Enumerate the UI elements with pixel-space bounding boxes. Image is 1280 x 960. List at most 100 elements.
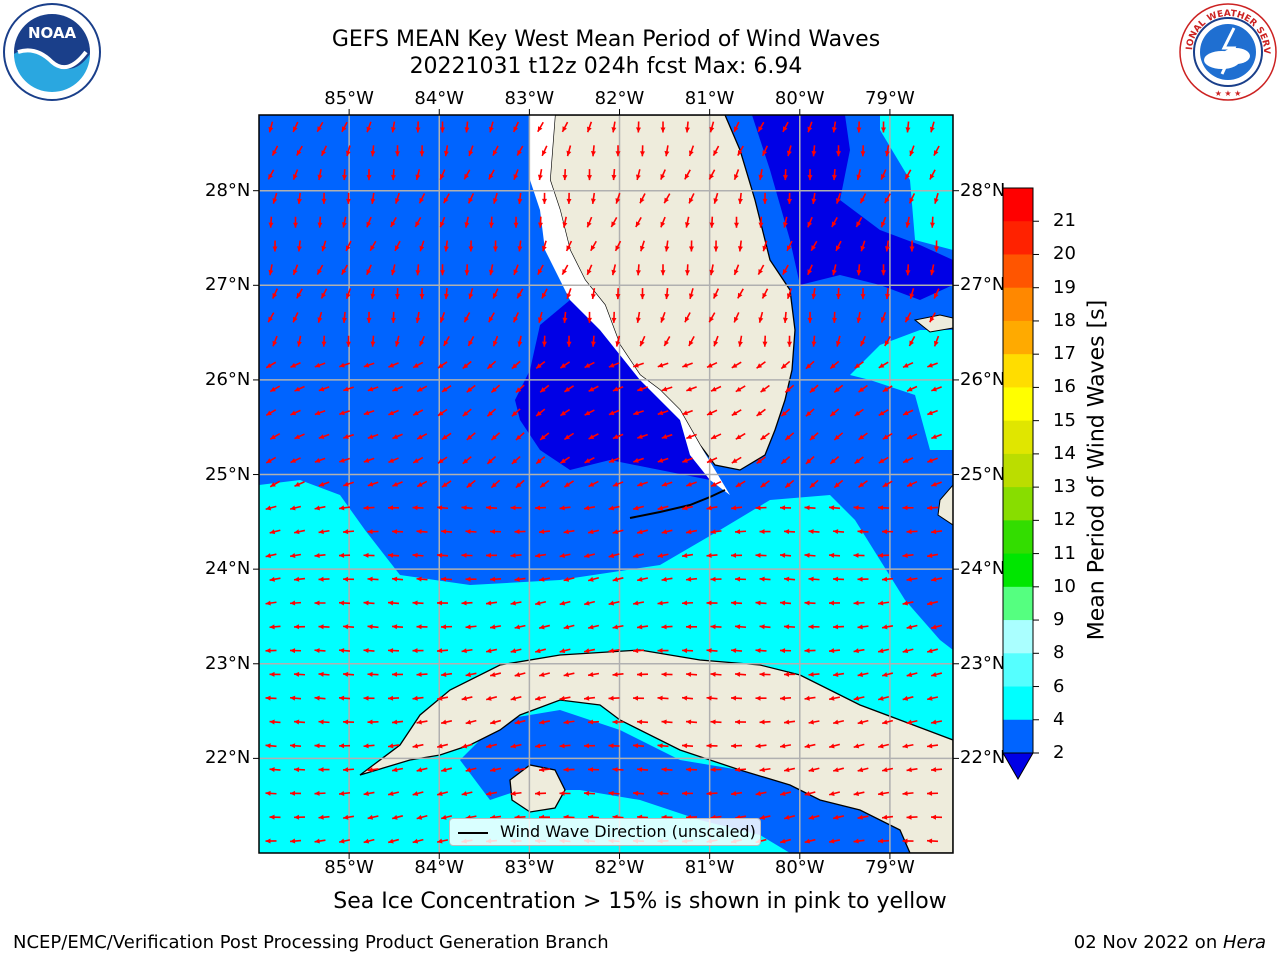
wave-direction-arrow — [608, 362, 620, 368]
wave-direction-arrow — [419, 288, 425, 300]
wave-direction-arrow — [636, 529, 649, 535]
wave-direction-arrow — [686, 433, 697, 440]
wave-direction-arrow — [661, 576, 673, 582]
wave-direction-arrow — [565, 240, 573, 252]
wave-direction-arrow — [289, 695, 302, 701]
wave-direction-arrow — [906, 480, 918, 488]
wave-direction-arrow — [537, 311, 543, 323]
wave-direction-arrow — [685, 576, 698, 582]
colorbar-tick-label: 21 — [1053, 210, 1076, 232]
wave-direction-arrow — [314, 409, 326, 416]
wave-direction-arrow — [737, 335, 743, 347]
wave-direction-arrow — [463, 169, 471, 180]
wave-direction-arrow — [737, 288, 744, 299]
wave-direction-arrow — [412, 743, 424, 749]
wave-direction-arrow — [783, 719, 796, 725]
wave-direction-arrow — [737, 240, 743, 252]
wave-direction-arrow — [296, 192, 302, 204]
wave-direction-arrow — [314, 552, 326, 558]
colorbar-tick-label: 4 — [1053, 708, 1065, 730]
wave-direction-arrow — [832, 719, 845, 725]
wave-direction-arrow — [559, 361, 571, 369]
wave-direction-arrow — [686, 386, 697, 392]
wave-direction-arrow — [706, 552, 718, 558]
wave-direction-arrow — [563, 576, 575, 582]
wave-direction-arrow — [731, 456, 742, 464]
wave-direction-arrow — [584, 409, 595, 416]
wave-direction-arrow — [755, 552, 767, 558]
wave-direction-arrow — [318, 814, 330, 820]
lon-label: 85°W — [324, 857, 374, 878]
wave-direction-arrow — [489, 672, 502, 677]
wave-direction-arrow — [318, 529, 330, 535]
wave-direction-arrow — [808, 671, 820, 677]
wave-direction-arrow — [416, 576, 428, 582]
wave-direction-arrow — [635, 311, 641, 323]
wave-direction-arrow — [756, 456, 766, 465]
wave-direction-arrow — [443, 145, 449, 157]
wave-direction-arrow — [461, 505, 473, 511]
wave-direction-arrow — [390, 311, 396, 323]
wave-direction-arrow — [633, 362, 644, 368]
wave-direction-arrow — [294, 433, 305, 440]
wave-direction-arrow — [757, 264, 765, 276]
lon-label: 83°W — [504, 88, 555, 109]
wave-direction-arrow — [733, 121, 740, 133]
wave-direction-arrow — [884, 336, 891, 347]
wave-direction-arrow — [782, 264, 789, 275]
wave-direction-arrow — [293, 671, 306, 677]
wave-direction-arrow — [392, 481, 403, 487]
lon-label: 79°W — [865, 857, 915, 878]
wave-direction-arrow — [437, 456, 448, 464]
wave-direction-arrow — [436, 838, 449, 844]
wave-direction-arrow — [905, 216, 911, 228]
wave-direction-arrow — [289, 648, 302, 654]
wave-direction-arrow — [684, 264, 690, 276]
wave-direction-arrow — [587, 719, 600, 725]
wave-direction-arrow — [293, 814, 306, 820]
wave-direction-arrow — [583, 743, 596, 749]
wave-direction-arrow — [367, 719, 379, 725]
wave-direction-arrow — [682, 457, 693, 463]
wave-direction-arrow — [440, 576, 453, 582]
wave-direction-arrow — [612, 671, 624, 677]
bahamas-land-2 — [937, 484, 953, 526]
wave-direction-arrow — [835, 145, 841, 157]
wave-direction-arrow — [933, 145, 940, 157]
wave-direction-arrow — [807, 264, 813, 276]
wave-direction-arrow — [338, 695, 351, 701]
wave-direction-arrow — [293, 767, 306, 773]
wave-direction-arrow — [488, 216, 494, 228]
wave-direction-arrow — [416, 529, 428, 535]
wave-direction-arrow — [290, 457, 301, 464]
wave-direction-arrow — [391, 719, 404, 725]
wave-direction-arrow — [562, 311, 568, 323]
wave-direction-arrow — [461, 648, 473, 654]
wave-direction-arrow — [367, 624, 379, 630]
colorbar-tick-label: 17 — [1053, 343, 1076, 365]
lon-label: 80°W — [774, 88, 825, 109]
wave-direction-arrow — [366, 311, 372, 323]
wave-direction-arrow — [756, 408, 766, 417]
wave-direction-arrow — [905, 121, 911, 133]
wave-direction-arrow — [485, 695, 498, 701]
wave-direction-arrow — [587, 672, 600, 677]
wave-direction-arrow — [317, 169, 323, 181]
wave-direction-arrow — [394, 288, 400, 300]
wave-direction-arrow — [811, 145, 817, 157]
wave-direction-arrow — [269, 432, 281, 440]
wave-direction-arrow — [492, 288, 499, 299]
cuba-land — [359, 649, 953, 853]
colorbar-tick-label: 8 — [1053, 642, 1065, 664]
wave-direction-arrow — [804, 838, 816, 844]
wave-direction-arrow — [633, 410, 644, 416]
wave-direction-arrow — [713, 192, 719, 204]
wave-direction-arrow — [512, 312, 520, 323]
wave-direction-arrow — [289, 553, 302, 558]
wave-direction-arrow — [318, 671, 330, 677]
wave-direction-arrow — [535, 456, 546, 465]
wave-direction-arrow — [367, 576, 379, 582]
florida-keys — [629, 489, 726, 519]
wave-direction-arrow — [755, 505, 767, 511]
lat-label: 27°N — [205, 274, 251, 296]
